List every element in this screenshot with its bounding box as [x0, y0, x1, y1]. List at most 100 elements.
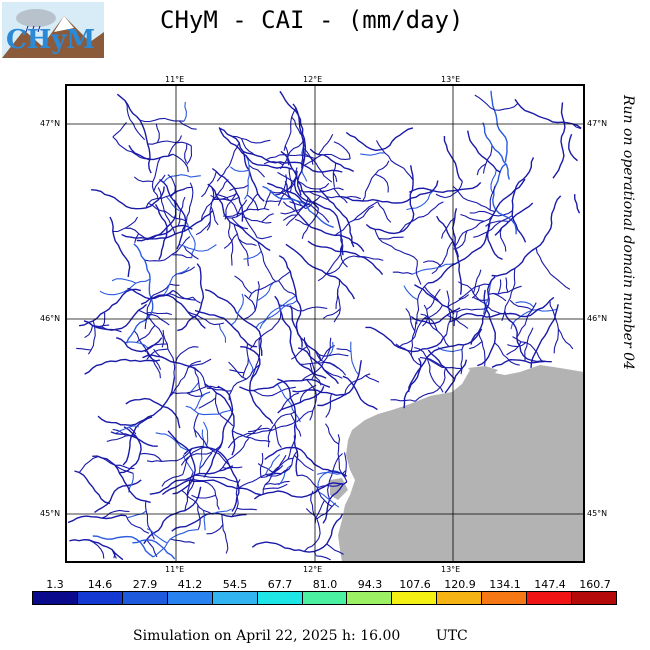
river-segment — [223, 233, 238, 249]
river-segment — [290, 413, 302, 437]
river-segment — [294, 170, 344, 256]
river-segment — [303, 508, 321, 552]
river-segment — [472, 269, 482, 294]
river-segment — [278, 464, 293, 486]
river-segment — [200, 179, 229, 221]
river-segment — [144, 501, 155, 540]
colorbar-tick-label: 14.6 — [87, 578, 113, 591]
river-segment — [194, 474, 239, 484]
river-segment — [300, 143, 308, 182]
river-segment — [334, 201, 378, 236]
colorbar-tick-label: 27.9 — [132, 578, 158, 591]
simulation-footer: Simulation on April 22, 2025 h: 16.00 UT… — [133, 628, 468, 644]
river-segment — [420, 313, 438, 331]
river-segment — [121, 210, 214, 240]
river-segment — [170, 538, 195, 544]
river-segment — [203, 421, 209, 447]
colorbar-cell — [347, 592, 393, 604]
river-segment — [180, 442, 223, 466]
river-segment — [427, 349, 456, 380]
river-segment — [164, 210, 187, 222]
river-segment — [422, 304, 443, 320]
river-segment — [471, 285, 481, 299]
river-segment — [259, 452, 264, 478]
colorbar-tick-label: 1.3 — [46, 578, 64, 591]
river-segment — [414, 367, 447, 402]
river-segment — [473, 215, 513, 238]
river-segment — [427, 224, 490, 284]
colorbar-tick-label: 120.9 — [444, 578, 476, 591]
river-segment — [124, 341, 149, 349]
river-segment — [248, 270, 291, 299]
river-segment — [221, 514, 229, 554]
river-segment — [486, 178, 526, 261]
river-segment — [251, 513, 344, 553]
river-segment — [257, 281, 275, 301]
river-segment — [263, 189, 272, 209]
colorbar-tick-label: 54.5 — [222, 578, 248, 591]
river-segment — [343, 452, 347, 478]
river-segment — [197, 505, 201, 530]
river-segment — [74, 470, 111, 505]
river-segment — [133, 176, 153, 183]
river-segment — [184, 143, 188, 163]
lon-top-12: 12°E — [303, 75, 323, 84]
colorbar-labels: 1.3 14.6 27.9 41.2 54.5 67.7 81.0 94.3 107.6 120.… — [0, 578, 650, 592]
river-segment — [154, 203, 168, 261]
river-segment — [243, 155, 250, 200]
lat-left-46: 46°N — [40, 314, 61, 323]
river-segment — [136, 224, 193, 242]
river-segment — [491, 358, 545, 369]
river-segment — [376, 140, 414, 181]
colorbar-tick-label: 41.2 — [177, 578, 203, 591]
river-segment — [153, 348, 175, 364]
river-segment — [115, 337, 163, 353]
river-segment — [163, 266, 190, 296]
river-segment — [265, 200, 281, 203]
river-segment — [474, 94, 519, 111]
river-segment — [136, 325, 156, 343]
river-segment — [436, 215, 463, 295]
river-segment — [460, 213, 485, 222]
river-segment — [168, 293, 194, 300]
colorbar-tick-label: 81.0 — [312, 578, 338, 591]
river-segment — [473, 296, 488, 301]
river-segment — [309, 363, 322, 386]
river-segment — [316, 471, 342, 475]
river-segment — [94, 324, 110, 328]
river-segment — [326, 543, 344, 555]
river-segment — [318, 491, 340, 508]
river-segment — [248, 164, 266, 178]
river-segment — [410, 321, 423, 367]
river-segment — [266, 468, 290, 477]
river-segment — [183, 182, 194, 232]
colorbar — [32, 591, 617, 605]
river-segment — [227, 133, 271, 144]
river-segment — [412, 263, 456, 275]
river-segment — [390, 399, 416, 402]
river-segment — [291, 346, 308, 360]
river-segment — [219, 127, 265, 202]
river-segment — [332, 163, 337, 188]
river-segment — [147, 140, 192, 147]
river-segment — [187, 311, 225, 326]
river-segment — [125, 227, 148, 241]
river-segment — [118, 426, 142, 474]
river-segment — [283, 107, 297, 151]
river-segment — [231, 217, 248, 230]
river-segment — [186, 145, 193, 165]
river-segment — [318, 353, 349, 357]
river-segment — [112, 136, 151, 160]
river-segment — [177, 263, 205, 332]
river-segment — [317, 483, 343, 489]
river-segment — [507, 342, 527, 348]
river-segment — [149, 465, 234, 495]
river-segment — [183, 445, 240, 512]
river-segment — [360, 152, 385, 156]
river-segment — [242, 216, 272, 224]
river-segment — [365, 165, 415, 235]
river-segment — [423, 260, 442, 267]
river-segment — [549, 300, 559, 354]
river-segment — [146, 348, 168, 360]
river-segment — [125, 243, 154, 344]
